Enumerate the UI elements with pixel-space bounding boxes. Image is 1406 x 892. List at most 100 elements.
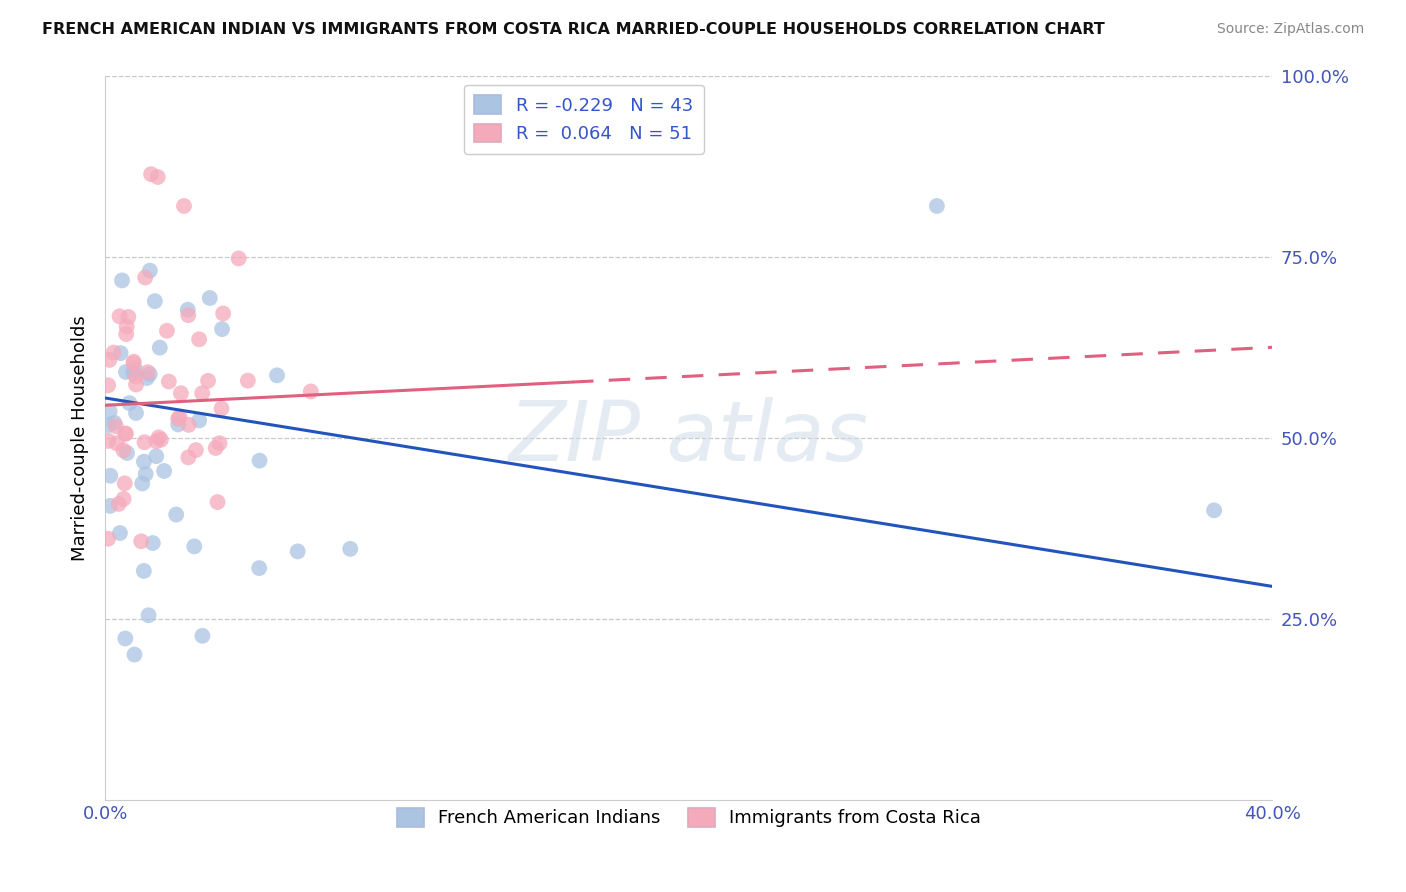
Point (122, 366, 145, 380)
Point (131, 476, 153, 491)
Point (103, 345, 125, 359)
Point (173, 199, 195, 213)
Point (139, 263, 162, 277)
Point (115, 365, 138, 379)
Point (184, 443, 207, 458)
Point (98, 468, 121, 483)
Point (138, 367, 160, 381)
Point (125, 369, 148, 384)
Legend: French American Indians, Immigrants from Costa Rica: French American Indians, Immigrants from… (389, 801, 988, 835)
Point (287, 544, 309, 558)
Point (153, 464, 176, 478)
Point (197, 374, 219, 388)
Point (97, 418, 120, 433)
Point (247, 561, 270, 575)
Point (107, 497, 129, 511)
Point (142, 536, 165, 550)
Point (198, 291, 221, 305)
Point (204, 441, 226, 455)
Point (129, 534, 152, 549)
Point (145, 434, 167, 449)
Text: ZIP atlas: ZIP atlas (509, 397, 869, 478)
Point (266, 368, 288, 383)
Point (207, 495, 229, 509)
Point (97, 378, 120, 392)
Point (112, 491, 135, 506)
Point (118, 396, 141, 410)
Point (97, 434, 120, 448)
Point (228, 252, 250, 266)
Point (167, 411, 190, 425)
Point (339, 541, 361, 556)
Point (183, 540, 205, 554)
Point (191, 386, 214, 401)
Point (169, 410, 191, 425)
Point (212, 306, 235, 320)
Point (124, 362, 146, 376)
Point (108, 310, 131, 324)
Point (125, 377, 148, 392)
Point (98, 499, 121, 513)
Point (165, 508, 187, 522)
Point (139, 167, 162, 181)
Point (125, 406, 148, 420)
Point (249, 453, 271, 467)
Point (98, 404, 121, 418)
Point (1204, 503, 1226, 517)
Point (103, 416, 125, 430)
Point (122, 356, 145, 370)
Point (149, 341, 172, 355)
Y-axis label: Married-couple Households: Married-couple Households (72, 315, 89, 561)
Point (117, 310, 139, 324)
Point (170, 386, 193, 401)
Point (111, 273, 134, 287)
Point (135, 467, 157, 481)
Point (114, 632, 136, 646)
Point (208, 436, 231, 450)
Point (134, 435, 156, 450)
Point (112, 443, 135, 458)
Point (211, 322, 233, 336)
Point (132, 564, 155, 578)
Point (146, 169, 169, 184)
Point (211, 401, 233, 416)
Point (122, 354, 145, 368)
Point (115, 426, 138, 441)
Point (97, 532, 120, 546)
Point (188, 413, 211, 427)
Point (148, 430, 170, 444)
Point (98, 352, 121, 367)
Point (114, 426, 136, 441)
Point (136, 365, 159, 379)
Point (114, 476, 136, 491)
Point (149, 433, 172, 447)
Text: FRENCH AMERICAN INDIAN VS IMMIGRANTS FROM COSTA RICA MARRIED-COUPLE HOUSEHOLDS C: FRENCH AMERICAN INDIAN VS IMMIGRANTS FRO… (42, 22, 1105, 37)
Point (167, 417, 190, 432)
Point (177, 417, 200, 432)
Point (157, 375, 180, 389)
Text: Source: ZipAtlas.com: Source: ZipAtlas.com (1216, 22, 1364, 37)
Point (188, 332, 211, 346)
Point (177, 308, 200, 322)
Point (236, 374, 259, 388)
Point (115, 319, 138, 334)
Point (191, 629, 214, 643)
Point (299, 384, 322, 399)
Point (132, 455, 155, 469)
Point (104, 419, 127, 434)
Point (143, 294, 166, 309)
Point (177, 450, 200, 465)
Point (110, 346, 132, 360)
Point (108, 526, 131, 541)
Point (925, 199, 948, 213)
Point (124, 648, 146, 662)
Point (138, 608, 160, 623)
Point (156, 324, 179, 338)
Point (105, 436, 128, 450)
Point (134, 270, 156, 285)
Point (145, 449, 167, 463)
Point (135, 371, 157, 385)
Point (115, 446, 138, 460)
Point (115, 327, 138, 342)
Point (177, 302, 200, 317)
